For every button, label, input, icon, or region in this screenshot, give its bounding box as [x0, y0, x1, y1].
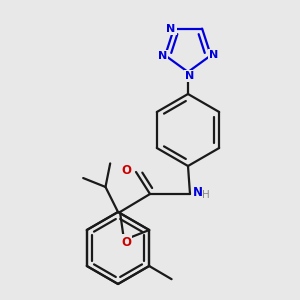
Text: N: N — [158, 51, 167, 62]
Text: N: N — [193, 187, 203, 200]
Text: O: O — [121, 236, 131, 248]
Text: O: O — [121, 164, 131, 176]
Text: N: N — [166, 24, 176, 34]
Text: N: N — [209, 50, 218, 60]
Text: H: H — [202, 190, 210, 200]
Text: N: N — [185, 71, 195, 81]
